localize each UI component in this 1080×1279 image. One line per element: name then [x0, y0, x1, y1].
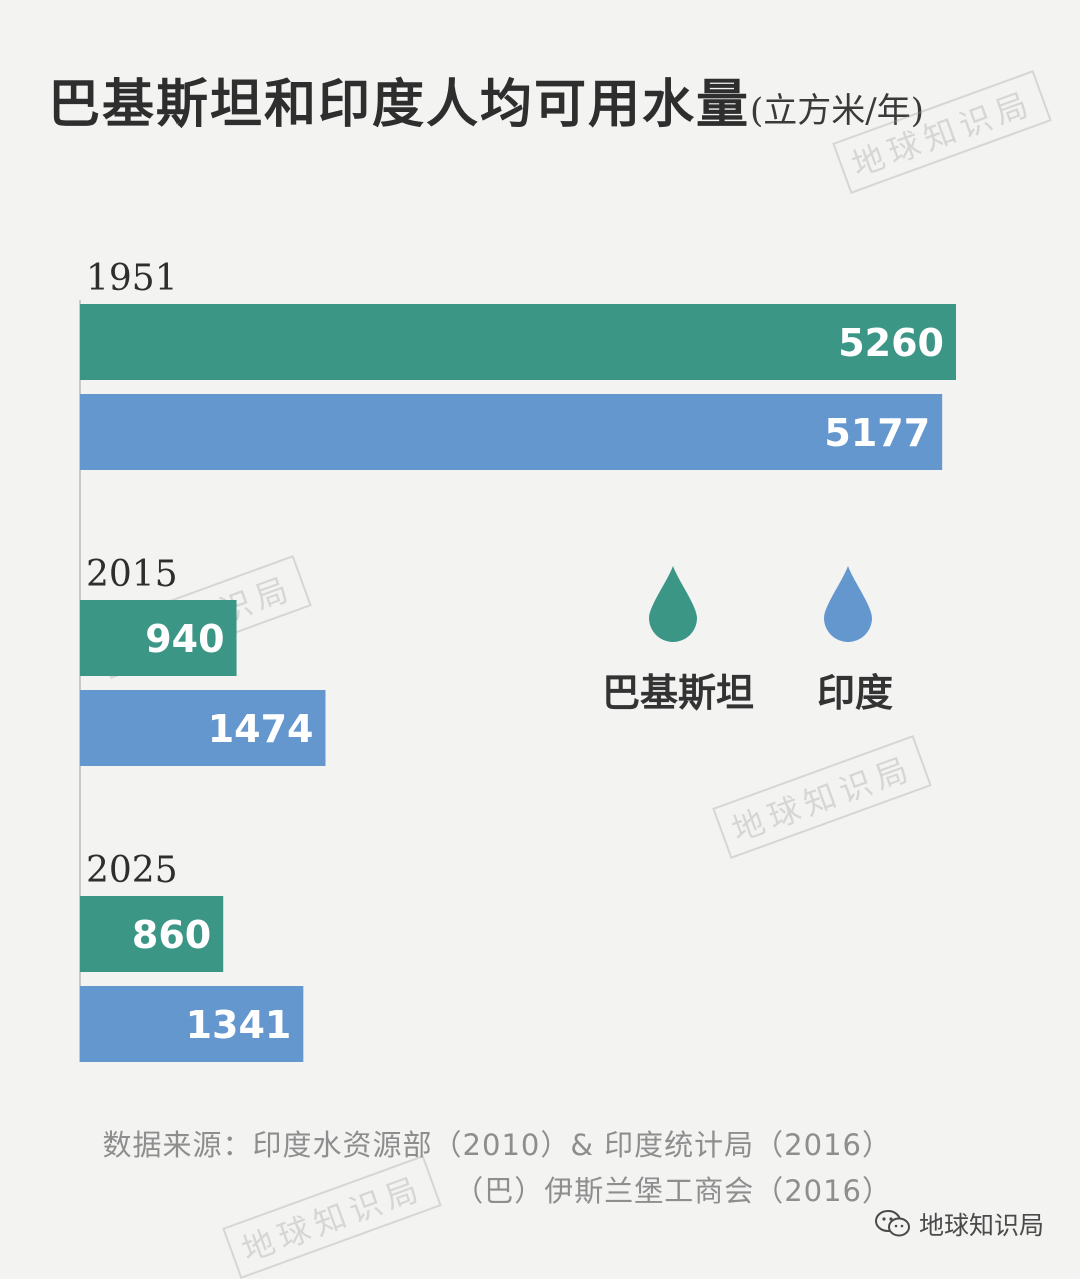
legend-label-巴基斯坦: 巴基斯坦	[602, 671, 754, 715]
value-label-印度-1951: 5177	[824, 411, 930, 455]
chart-title-unit: (立方米/年)	[750, 91, 924, 131]
bar-印度-2025	[80, 986, 304, 1062]
brand-label: 地球知识局	[918, 1211, 1044, 1240]
data-source-line-2: （巴）伊斯兰堡工商会（2016）	[454, 1174, 892, 1208]
value-label-巴基斯坦-2015: 940	[145, 617, 224, 661]
chart-title: 巴基斯坦和印度人均可用水量(立方米/年)	[48, 62, 924, 137]
data-source-line-1: 数据来源：印度水资源部（2010）& 印度统计局（2016）	[102, 1128, 892, 1162]
wechat-icon	[874, 1210, 910, 1237]
bars-layer: 1951 5260 5177 2015 940 1474 2025 860 1341	[80, 258, 956, 1062]
water-drop-icon	[824, 566, 872, 642]
bar-印度-1951	[80, 394, 943, 470]
bar-巴基斯坦-2025	[80, 896, 224, 972]
bar-巴基斯坦-1951	[80, 304, 956, 380]
legend-label-印度: 印度	[817, 671, 893, 715]
brand: 地球知识局	[874, 1206, 1044, 1242]
water-drop-icon	[649, 566, 697, 642]
watermark: 地球知识局	[222, 1155, 442, 1279]
bar-chart: 1951 5260 5177 2015 940 1474 2025 860 1341 巴基斯坦 印…	[79, 258, 956, 1062]
value-label-巴基斯坦-2025: 860	[132, 913, 211, 957]
bar-巴基斯坦-2015	[80, 600, 237, 676]
chart-title-main: 巴基斯坦和印度人均可用水量	[48, 74, 751, 135]
value-label-巴基斯坦-1951: 5260	[838, 321, 944, 365]
bar-印度-2015	[80, 690, 326, 766]
legend: 巴基斯坦 印度	[602, 566, 893, 715]
category-label-1951: 1951	[86, 258, 178, 299]
value-label-印度-2025: 1341	[186, 1003, 292, 1047]
category-label-2025: 2025	[86, 850, 178, 891]
category-label-2015: 2015	[86, 554, 178, 595]
value-label-印度-2015: 1474	[208, 707, 314, 751]
